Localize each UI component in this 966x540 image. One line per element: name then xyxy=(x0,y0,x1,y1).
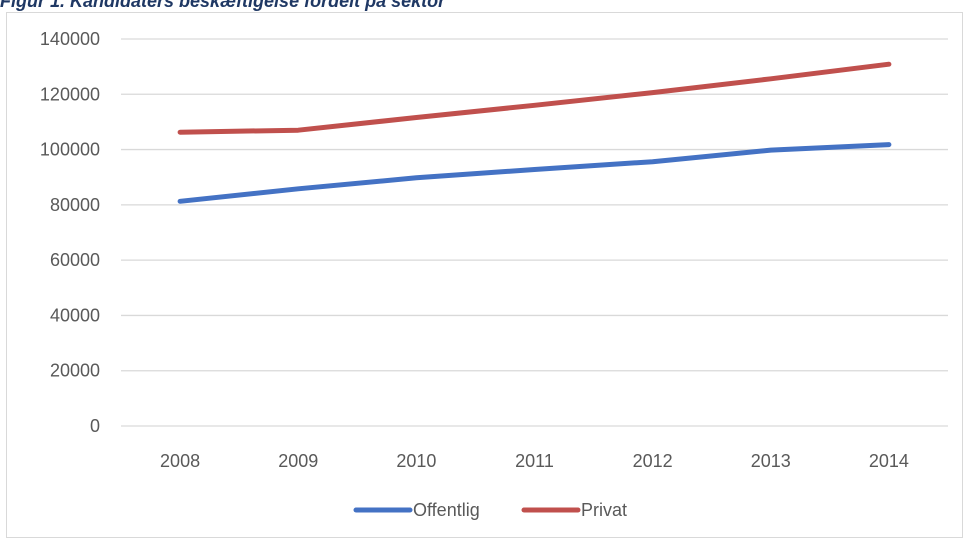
x-tick-label: 2008 xyxy=(160,451,200,471)
x-tick-label: 2009 xyxy=(278,451,318,471)
x-tick-label: 2014 xyxy=(869,451,909,471)
chart-frame xyxy=(6,12,963,538)
y-tick-label: 100000 xyxy=(40,140,100,160)
legend: Offentlig Privat xyxy=(353,500,627,520)
y-tick-label: 140000 xyxy=(40,29,100,49)
legend-label: Offentlig xyxy=(413,500,480,520)
y-tick-label: 0 xyxy=(90,416,100,436)
y-axis-ticks: 0 20000 40000 60000 80000 100000 120000 140000 xyxy=(40,29,100,436)
x-tick-label: 2012 xyxy=(633,451,673,471)
series-lines xyxy=(177,61,892,204)
y-tick-label: 40000 xyxy=(50,305,100,325)
chart-caption: Figur 1. Kandidaters beskæftigelse forde… xyxy=(0,0,446,11)
y-tick-label: 20000 xyxy=(50,361,100,381)
series-line-offentlig xyxy=(177,142,892,204)
x-tick-label: 2010 xyxy=(396,451,436,471)
x-tick-label: 2011 xyxy=(515,451,554,471)
x-tick-label: 2013 xyxy=(751,451,791,471)
series-line-privat xyxy=(177,61,892,135)
y-tick-label: 60000 xyxy=(50,250,100,270)
gridlines xyxy=(121,38,948,427)
x-axis-ticks: 2008 2009 2010 2011 2012 2013 2014 xyxy=(160,451,909,471)
y-tick-label: 120000 xyxy=(40,84,100,104)
y-tick-label: 80000 xyxy=(50,195,100,215)
legend-label: Privat xyxy=(581,500,627,520)
